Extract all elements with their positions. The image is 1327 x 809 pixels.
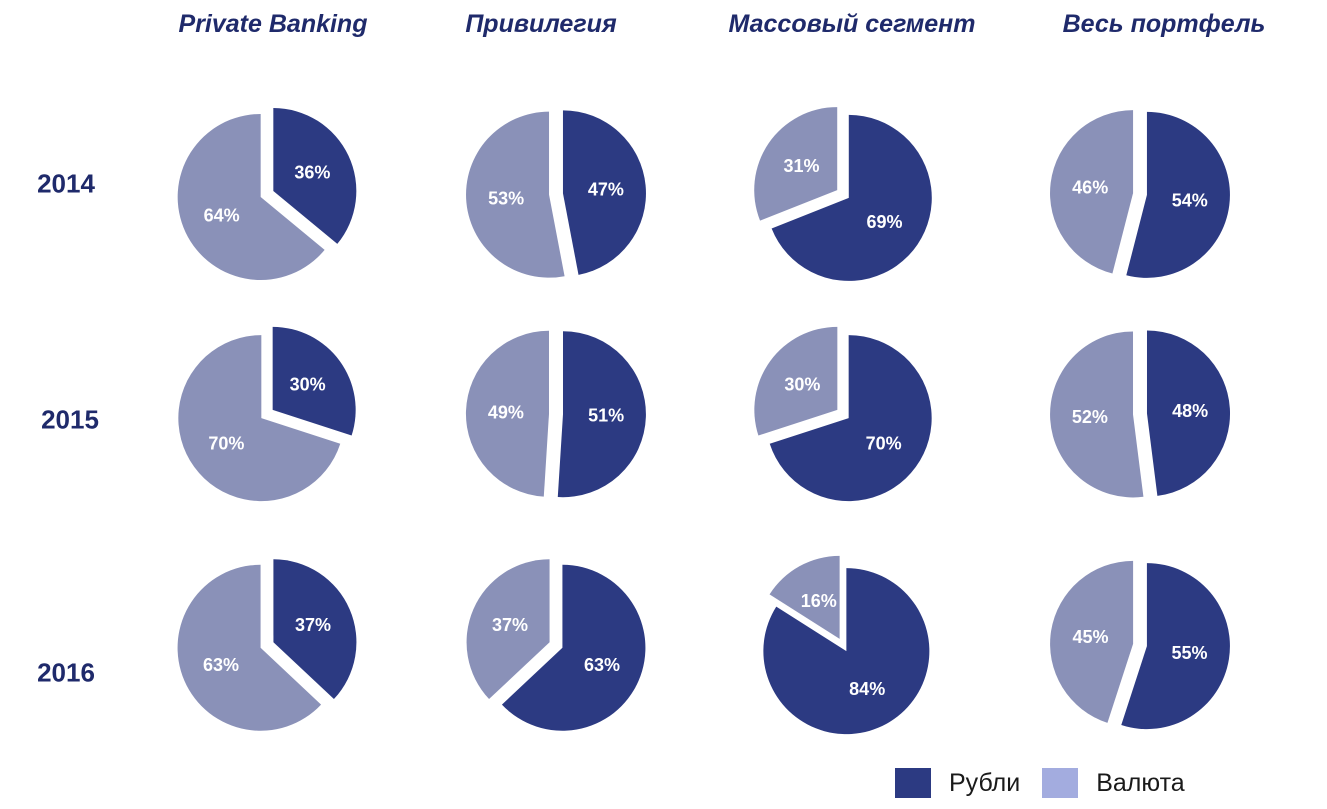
pie-label-rubles-2014-col2: 47% xyxy=(588,179,624,199)
pie-slice-currency-2016-col2 xyxy=(466,559,550,700)
pie-slice-rubles-2015-col4 xyxy=(1146,330,1231,496)
column-header-private-banking: Private Banking xyxy=(178,10,368,38)
column-header-mass-segment: Массовый сегмент xyxy=(728,10,976,38)
pie-slice-rubles-2014-col1 xyxy=(273,108,357,244)
legend: Рубли Валюта xyxy=(895,768,1207,798)
pie-label-rubles-2016-col1: 37% xyxy=(295,615,331,635)
row-label-2015: 2015 xyxy=(41,404,99,435)
pie-label-currency-2016-col1: 63% xyxy=(203,655,239,675)
legend-label-rubles: Рубли xyxy=(949,768,1021,797)
legend-item-currency: Валюта xyxy=(1042,768,1185,798)
pie-label-currency-2015-col1: 70% xyxy=(208,434,244,454)
pie-slice-currency-2016-col4 xyxy=(1050,560,1134,723)
pie-slice-currency-2014-col1 xyxy=(177,113,325,280)
legend-label-currency: Валюта xyxy=(1096,768,1185,797)
pie-label-currency-2015-col4: 52% xyxy=(1072,407,1108,427)
pie-label-currency-2016-col3: 16% xyxy=(801,591,837,611)
pie-slice-currency-2014-col4 xyxy=(1050,110,1134,274)
pie-label-currency-2014-col4: 46% xyxy=(1072,178,1108,198)
pie-label-currency-2016-col2: 37% xyxy=(492,615,528,635)
pie-slice-currency-2016-col3 xyxy=(769,555,840,639)
pie-label-currency-2016-col4: 45% xyxy=(1072,627,1108,647)
pie-label-currency-2015-col2: 49% xyxy=(488,402,524,422)
legend-swatch-currency xyxy=(1042,768,1079,798)
pie-label-rubles-2016-col4: 55% xyxy=(1171,643,1207,663)
pie-slice-currency-2015-col4 xyxy=(1050,331,1144,498)
legend-swatch-rubles xyxy=(895,768,931,798)
pie-slice-currency-2014-col3 xyxy=(754,107,838,221)
pie-slice-rubles-2014-col2 xyxy=(562,110,646,275)
pie-slice-rubles-2015-col3 xyxy=(769,335,932,502)
pie-slice-rubles-2015-col1 xyxy=(272,326,356,436)
pie-slice-rubles-2015-col2 xyxy=(557,331,646,498)
row-label-2016: 2016 xyxy=(37,657,95,688)
pie-label-rubles-2015-col4: 48% xyxy=(1172,401,1208,421)
pie-label-rubles-2015-col2: 51% xyxy=(588,406,624,426)
pie-slice-rubles-2016-col3 xyxy=(763,568,930,735)
pie-slice-rubles-2014-col4 xyxy=(1126,111,1230,278)
pie-slice-currency-2015-col2 xyxy=(465,330,550,497)
legend-item-rubles: Рубли xyxy=(895,768,1020,798)
pie-slice-currency-2014-col2 xyxy=(466,111,565,278)
column-header-privilegiya: Привилегия xyxy=(465,10,617,38)
pie-slice-currency-2015-col1 xyxy=(178,335,341,502)
column-header-whole-portfolio: Весь портфель xyxy=(1062,10,1266,38)
pie-slice-currency-2015-col3 xyxy=(754,326,838,436)
pie-label-rubles-2014-col1: 36% xyxy=(294,163,330,183)
row-label-2014: 2014 xyxy=(37,168,95,199)
pie-label-currency-2014-col2: 53% xyxy=(488,189,524,209)
pie-label-rubles-2016-col2: 63% xyxy=(584,655,620,675)
pie-slice-currency-2016-col1 xyxy=(177,564,322,731)
pie-label-rubles-2014-col3: 69% xyxy=(866,212,902,232)
pie-label-currency-2014-col1: 64% xyxy=(204,205,240,225)
pie-label-rubles-2014-col4: 54% xyxy=(1172,190,1208,210)
pie-slice-rubles-2014-col3 xyxy=(771,114,932,281)
pie-slice-rubles-2016-col4 xyxy=(1121,563,1230,730)
pie-slice-rubles-2016-col1 xyxy=(273,559,357,700)
pie-label-rubles-2015-col1: 30% xyxy=(290,375,326,395)
pie-label-currency-2014-col3: 31% xyxy=(783,156,819,176)
pie-label-rubles-2016-col3: 84% xyxy=(849,679,885,699)
pie-label-currency-2015-col3: 30% xyxy=(784,375,820,395)
pie-slice-rubles-2016-col2 xyxy=(501,564,646,731)
pie-label-rubles-2015-col3: 70% xyxy=(866,434,902,454)
